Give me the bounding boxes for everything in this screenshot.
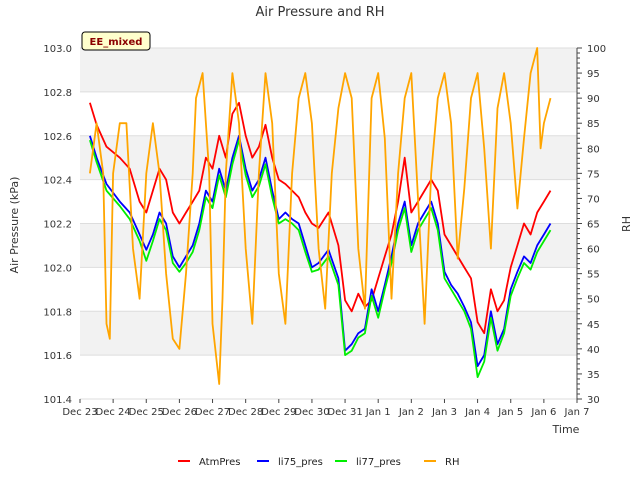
y-tick-label: 103.0 [43, 44, 72, 55]
y2-tick-label: 65 [587, 220, 600, 231]
y2-tick-label: 80 [587, 144, 600, 155]
grid-band [80, 91, 577, 136]
y-axis-title: Air Pressure (kPa) [8, 177, 21, 274]
x-axis-title: Time [552, 423, 580, 436]
x-tick-label: Dec 25 [129, 407, 164, 418]
x-tick-label: Jan 4 [464, 407, 490, 418]
x-tick-label: Dec 30 [294, 407, 329, 418]
y2-tick-label: 95 [587, 69, 600, 80]
y2-tick-label: 70 [587, 194, 600, 205]
x-tick-label: Jan 6 [530, 407, 556, 418]
badge: EE_mixed [81, 31, 151, 51]
legend: AtmPres li75_pres li77_pres RH [178, 457, 459, 468]
x-tick-label: Jan 5 [497, 407, 523, 418]
x-tick-label: Dec 31 [327, 407, 362, 418]
grid-band [80, 267, 577, 312]
x-tick-label: Jan 2 [398, 407, 424, 418]
y-tick-label: 102.6 [43, 132, 72, 143]
series-line-rh [89, 47, 552, 385]
badge-box [81, 31, 151, 51]
series-lines [89, 47, 552, 385]
x-tick-label: Dec 27 [195, 407, 230, 418]
x-tick-label: Dec 29 [261, 407, 296, 418]
series-line-atmpres [89, 101, 552, 335]
y2-tick-label: 55 [587, 270, 600, 281]
legend-label: li77_pres [356, 457, 401, 468]
x-tick-label: Jan 7 [564, 407, 590, 418]
y-tick-label: 101.6 [43, 351, 72, 362]
y-axis-left: 101.4 101.6 101.8 102.0 102.2 102.4 102.6 102.8… [43, 44, 72, 406]
y2-tick-label: 85 [587, 119, 600, 130]
y2-tick-label: 75 [587, 169, 600, 180]
y-tick-label: 102.8 [43, 88, 72, 99]
y-tick-label: 102.2 [43, 220, 72, 231]
x-tick-label: Jan 3 [431, 407, 457, 418]
grid-band [80, 355, 577, 399]
x-tick-label: Jan 1 [365, 407, 391, 418]
y2-tick-label: 60 [587, 245, 600, 256]
y-tick-label: 101.4 [43, 395, 72, 406]
y2-tick-label: 45 [587, 320, 600, 331]
x-tick-label: Dec 28 [228, 407, 263, 418]
y2-axis-title: RH [620, 216, 633, 232]
badge-label: EE_mixed [90, 37, 143, 48]
grid-band [80, 48, 577, 92]
y2-tick-label: 30 [587, 395, 600, 406]
y2-tick-label: 100 [587, 44, 606, 55]
x-tick-label: Dec 23 [62, 407, 97, 418]
legend-label: AtmPres [199, 457, 240, 468]
y-tick-label: 102.4 [43, 176, 72, 187]
legend-label: li75_pres [278, 457, 323, 468]
x-tick-label: Dec 24 [96, 407, 131, 418]
y2-tick-label: 40 [587, 345, 600, 356]
y2-tick-label: 50 [587, 295, 600, 306]
y2-tick-label: 90 [587, 94, 600, 105]
y-tick-label: 102.0 [43, 263, 72, 274]
x-tick-label: Dec 26 [162, 407, 197, 418]
legend-label: RH [445, 457, 459, 468]
y-tick-label: 101.8 [43, 307, 72, 318]
y2-tick-label: 35 [587, 370, 600, 381]
chart-title: Air Pressure and RH [255, 5, 384, 20]
y-axis-right: 30 35 40 45 50 55 60 65 70 75 80 85 90 95 100 [576, 44, 606, 406]
